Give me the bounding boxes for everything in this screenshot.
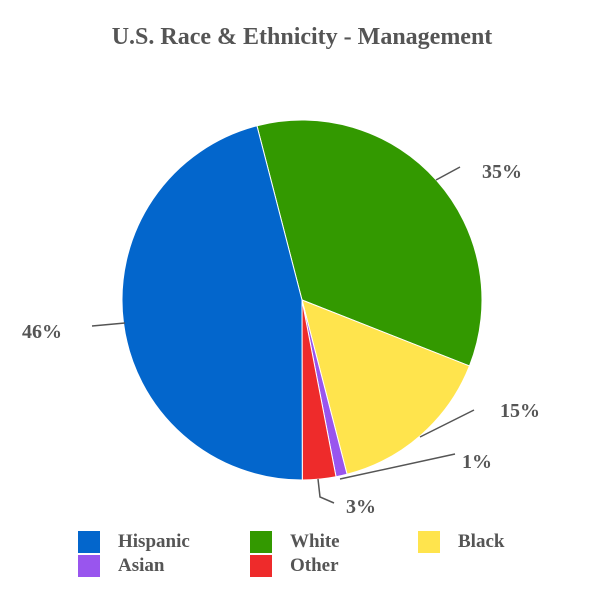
legend-item-white: White — [250, 530, 340, 554]
legend-item-black: Black — [418, 530, 504, 554]
legend-label-white: White — [290, 531, 340, 552]
slice-label-hispanic: 46% — [22, 321, 62, 343]
leader-line-black — [419, 409, 475, 438]
legend-label-hispanic: Hispanic — [118, 531, 190, 552]
legend-item-hispanic: Hispanic — [78, 530, 190, 554]
pie-slice-white — [256, 119, 483, 367]
pie-chart: 35% 15% 1% 3% 46% — [22, 119, 540, 518]
leader-line-other — [317, 478, 335, 504]
chart-title: U.S. Race & Ethnicity - Management — [111, 24, 493, 50]
slice-label-asian: 1% — [462, 451, 492, 473]
slice-label-other: 3% — [346, 496, 376, 518]
legend-label-black: Black — [458, 531, 505, 552]
pie-slice-black — [301, 299, 471, 475]
slice-label-white: 35% — [482, 161, 522, 183]
leader-line-asian — [339, 453, 456, 480]
slice-label-black: 15% — [500, 400, 540, 422]
legend-swatch-asian — [78, 555, 100, 577]
legend-label-asian: Asian — [118, 555, 165, 576]
legend-swatch-black — [418, 531, 440, 553]
leader-line-white — [435, 166, 461, 181]
legend-label-other: Other — [290, 555, 339, 576]
legend-item-other: Other — [250, 554, 339, 578]
legend-item-asian: Asian — [78, 554, 164, 578]
legend-swatch-hispanic — [78, 531, 100, 553]
legend-swatch-other — [250, 555, 272, 577]
legend: Hispanic White Black Asian Other — [0, 528, 604, 588]
legend-swatch-white — [250, 531, 272, 553]
leader-line-hispanic — [91, 322, 126, 327]
